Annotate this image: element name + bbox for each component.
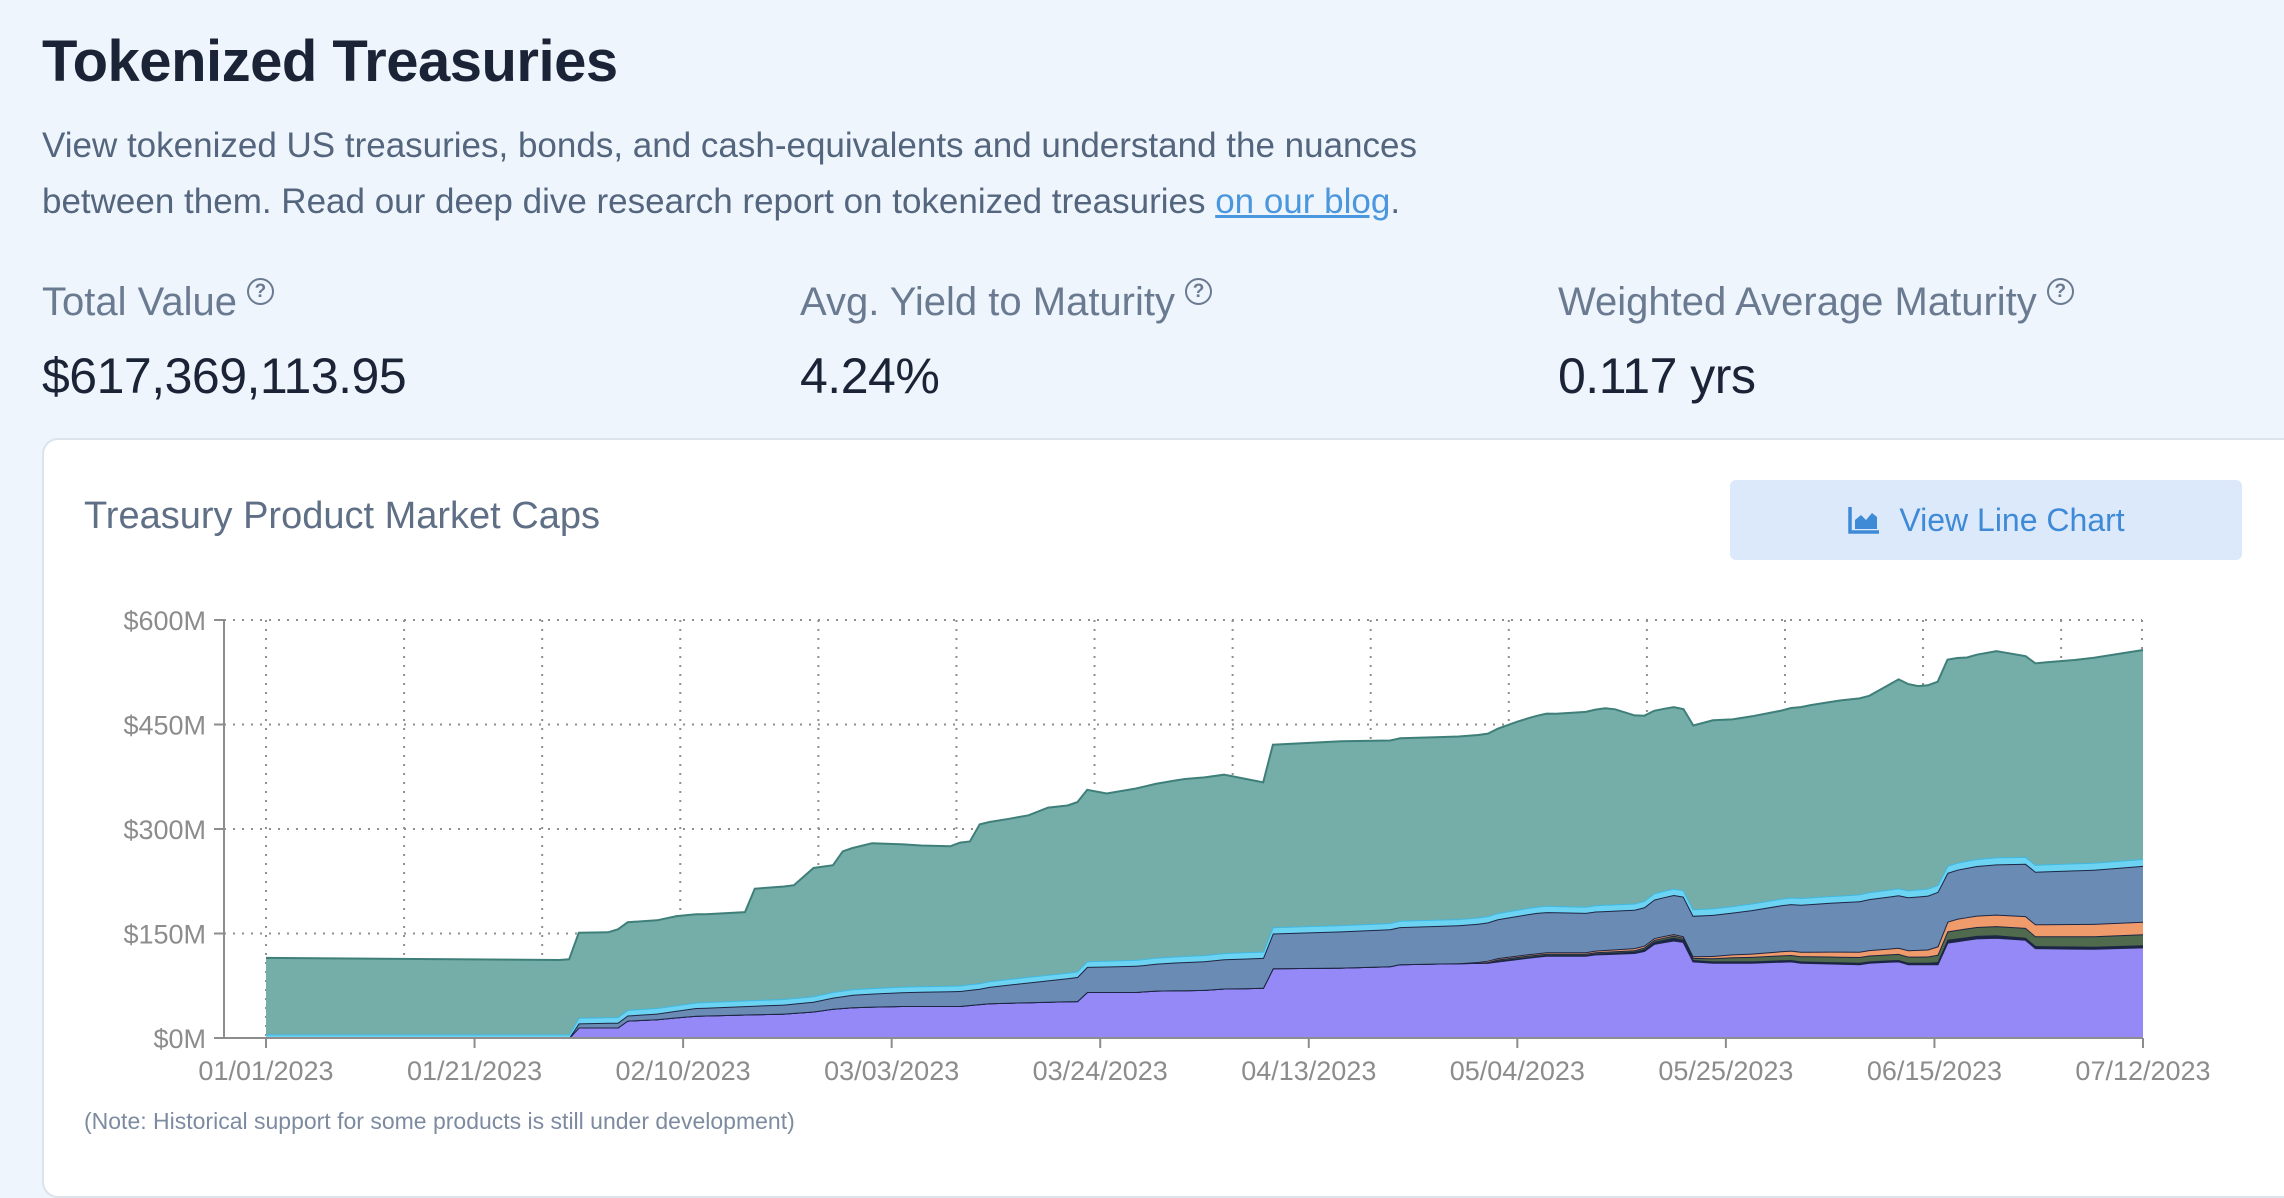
y-tick-label: $450M <box>123 711 206 741</box>
help-icon[interactable]: ? <box>2046 278 2074 305</box>
x-tick-label: 03/03/2023 <box>824 1056 959 1086</box>
page-title: Tokenized Treasuries <box>42 29 618 94</box>
y-tick-label: $0M <box>153 1024 206 1054</box>
x-tick-label: 07/12/2023 <box>2075 1056 2210 1086</box>
x-tick-label: 05/04/2023 <box>1450 1056 1585 1086</box>
stat-weighted-maturity: Weighted Average Maturity? 0.117 yrs <box>1558 278 2074 405</box>
x-tick-label: 05/25/2023 <box>1658 1056 1793 1086</box>
stat-label: Weighted Average Maturity <box>1558 280 2037 324</box>
help-icon[interactable]: ? <box>1185 278 1212 305</box>
stat-value: 4.24% <box>800 348 940 404</box>
x-tick-label: 03/24/2023 <box>1033 1056 1168 1086</box>
page-description: View tokenized US treasuries, bonds, and… <box>42 118 1502 230</box>
chart-title: Treasury Product Market Caps <box>84 495 600 537</box>
stat-total-value: Total Value? $617,369,113.95 <box>42 278 407 405</box>
chart-card: Treasury Product Market Caps View Line C… <box>42 438 2284 1198</box>
view-line-chart-label: View Line Chart <box>1899 501 2125 538</box>
area-teal <box>266 650 2143 1035</box>
x-tick-label: 02/10/2023 <box>616 1056 751 1086</box>
x-tick-label: 04/13/2023 <box>1241 1056 1376 1086</box>
area-olive <box>266 926 2143 1038</box>
description-text: View tokenized US treasuries, bonds, and… <box>42 126 1417 221</box>
series-line-teal <box>265 649 2144 962</box>
x-tick-label: 01/01/2023 <box>198 1056 333 1086</box>
y-tick-label: $150M <box>123 920 206 950</box>
area-purple <box>266 937 2143 1038</box>
market-cap-chart: $0M $150M $300M $450M $600M 01/01/2023 01/21/2… <box>123 606 2210 1086</box>
stat-label: Total Value <box>42 280 237 324</box>
stat-label: Avg. Yield to Maturity <box>800 280 1175 324</box>
blog-link[interactable]: on our blog <box>1215 182 1391 221</box>
chart-note: (Note: Historical support for some produ… <box>84 1108 795 1134</box>
view-line-chart-button[interactable]: View Line Chart <box>1730 480 2242 560</box>
y-tick-label: $300M <box>123 815 206 845</box>
x-tick-label: 01/21/2023 <box>407 1056 542 1086</box>
area-orange <box>266 914 2143 1038</box>
area-chart-icon <box>1848 507 1880 534</box>
y-tick-label: $600M <box>123 606 206 636</box>
description-end: . <box>1390 182 1401 221</box>
stat-avg-yield: Avg. Yield to Maturity? 4.24% <box>800 278 1212 405</box>
stat-value: 0.117 yrs <box>1558 348 1756 404</box>
stat-value: $617,369,113.95 <box>42 348 407 404</box>
x-tick-label: 06/15/2023 <box>1867 1056 2002 1086</box>
help-icon[interactable]: ? <box>246 278 274 305</box>
area-steel <box>266 863 2143 1038</box>
